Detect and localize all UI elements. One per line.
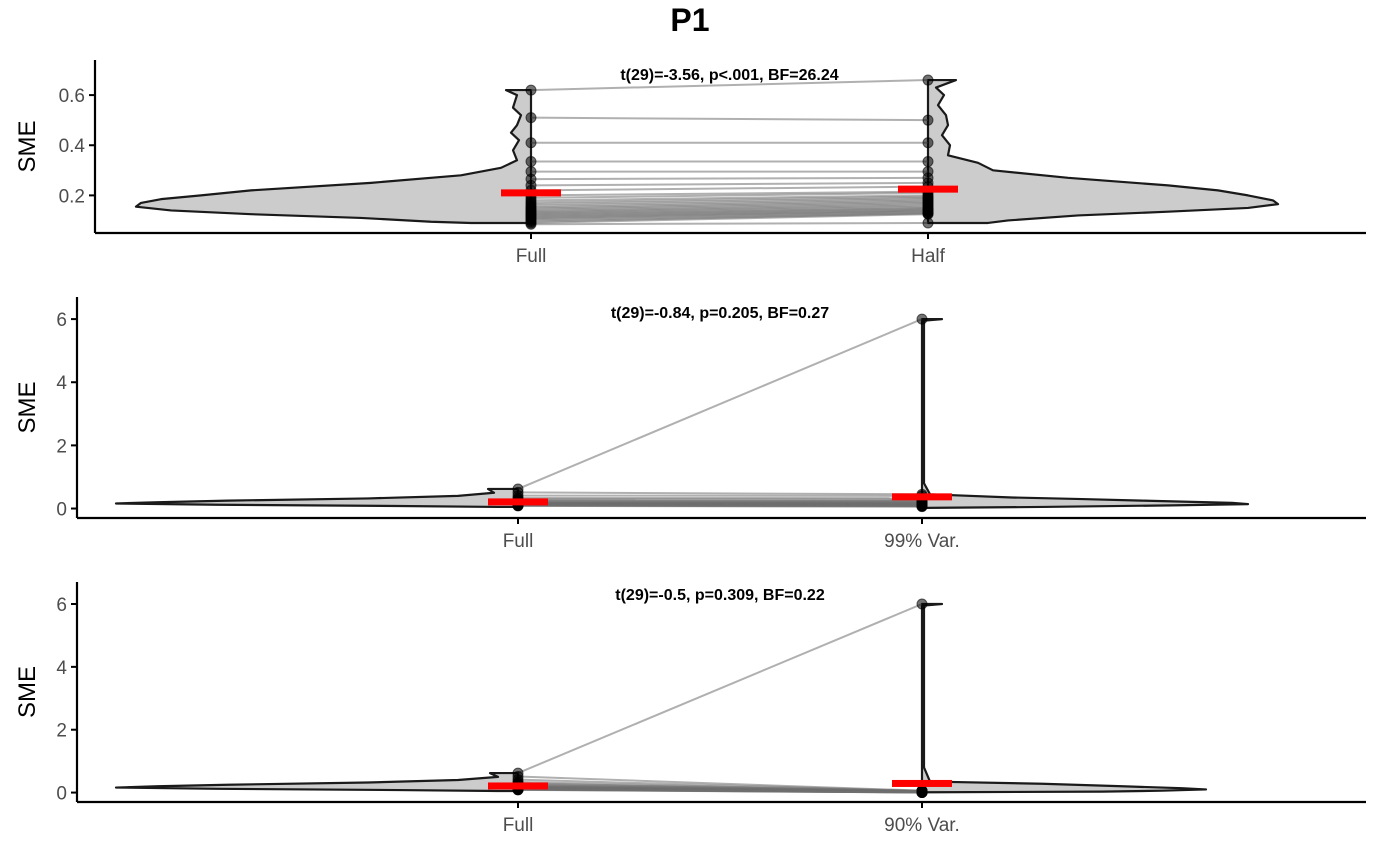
mean-bar <box>488 782 548 790</box>
y-axis-label: SME <box>14 381 41 433</box>
data-point <box>525 156 537 168</box>
paired-line <box>530 203 929 213</box>
x-tick-label: 99% Var. <box>884 531 960 552</box>
y-tick-label: 4 <box>56 658 67 679</box>
panel-3: 0 2 4 6 Full 90% Var. SME t(29)=-0.5, p=0.309, … <box>14 582 1366 836</box>
violin-right <box>920 318 1250 509</box>
paired-line <box>530 198 929 207</box>
y-axis-label: SME <box>14 666 41 718</box>
mean-bar <box>892 493 952 501</box>
x-tick-label: Full <box>516 246 547 267</box>
paired-line <box>530 207 929 217</box>
y-tick-label: 0 <box>56 784 67 805</box>
data-point <box>916 313 928 325</box>
panel-1: 0.2 0.4 0.6 Full Half SME t(29)=-3.56, p<.001,… <box>14 60 1366 267</box>
mean-bar <box>488 498 548 506</box>
panel-2: 0 2 4 6 Full 99% Var. SME t(29)=-0.84, p=0.205,… <box>14 297 1366 552</box>
y-tick-label: 2 <box>56 721 67 742</box>
paired-line <box>517 788 923 794</box>
data-point <box>525 218 537 230</box>
data-point <box>922 217 934 229</box>
y-tick-label: 4 <box>56 373 67 394</box>
y-tick-label: 2 <box>56 436 67 457</box>
paired-line <box>517 491 923 496</box>
paired-line <box>530 185 929 192</box>
violin-left <box>114 487 520 509</box>
figure-title: P1 <box>670 2 710 38</box>
x-tick-label: 90% Var. <box>884 815 960 836</box>
paired-line <box>517 603 923 775</box>
y-tick-label: 0.4 <box>59 136 86 157</box>
paired-line <box>530 176 929 181</box>
paired-line <box>530 196 929 206</box>
paired-line <box>530 205 929 215</box>
violin-left <box>134 88 533 225</box>
data-point <box>916 787 928 799</box>
y-tick-label: 6 <box>56 310 67 331</box>
x-tick-label: Full <box>503 531 534 552</box>
data-point <box>525 112 537 124</box>
paired-line <box>530 181 929 187</box>
violin-left <box>114 771 520 793</box>
stats-annotation: t(29)=-0.84, p=0.205, BF=0.27 <box>611 305 829 322</box>
data-point <box>916 598 928 610</box>
paired-line <box>530 195 929 204</box>
paired-line <box>517 504 923 508</box>
data-point <box>525 137 537 149</box>
data-point <box>525 84 537 96</box>
y-tick-label: 0 <box>56 500 67 521</box>
paired-line <box>530 191 929 199</box>
paired-line <box>530 210 929 221</box>
paired-line <box>530 201 929 211</box>
y-tick-label: 6 <box>56 595 67 616</box>
violin-right <box>926 78 1280 225</box>
paired-line <box>530 116 929 122</box>
paired-line <box>517 318 923 490</box>
paired-line <box>530 213 929 224</box>
data-point <box>922 137 934 149</box>
data-point <box>916 501 928 513</box>
data-point <box>922 156 934 168</box>
paired-line <box>530 221 929 226</box>
paired-line <box>530 200 929 210</box>
mean-bar <box>892 779 952 787</box>
y-tick-label: 0.2 <box>59 186 85 207</box>
x-tick-label: Full <box>503 815 534 836</box>
paired-line <box>530 79 929 92</box>
mean-bar <box>501 189 561 197</box>
data-point <box>922 114 934 126</box>
stats-annotation: t(29)=-3.56, p<.001, BF=26.24 <box>620 67 838 84</box>
y-tick-label: 0.6 <box>59 86 85 107</box>
stats-annotation: t(29)=-0.5, p=0.309, BF=0.22 <box>615 587 825 604</box>
paired-line <box>530 204 929 214</box>
y-axis-label: SME <box>14 120 41 172</box>
violin-right <box>920 602 1208 794</box>
data-point <box>922 74 934 86</box>
mean-bar <box>898 185 958 193</box>
x-tick-label: Half <box>911 246 946 267</box>
paired-line <box>530 190 929 197</box>
paired-line <box>530 199 929 209</box>
paired-line <box>530 194 929 202</box>
